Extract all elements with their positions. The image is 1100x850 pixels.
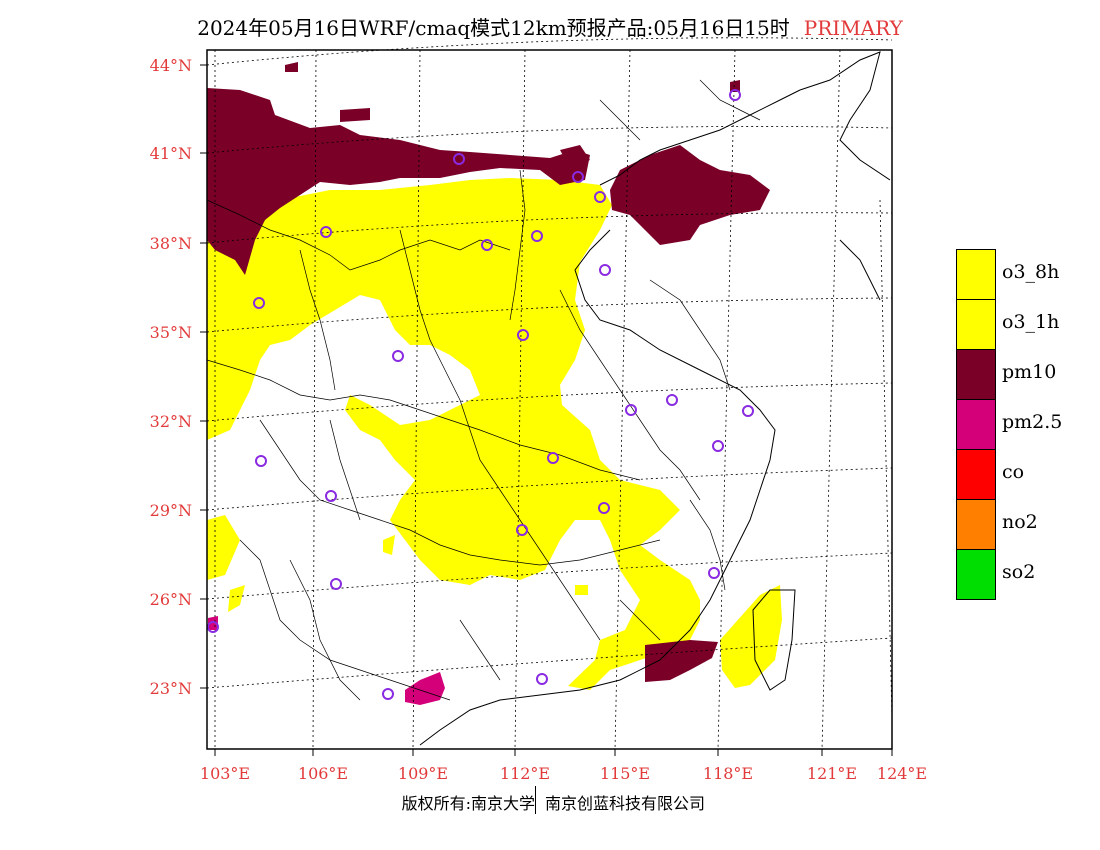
- station-marker: [708, 567, 720, 579]
- station-marker: [599, 264, 611, 276]
- station-marker: [712, 440, 724, 452]
- lon-label: 106°E: [297, 764, 349, 783]
- lat-label: 26°N: [149, 590, 192, 609]
- legend-swatch: [956, 349, 996, 400]
- station-marker: [516, 524, 528, 536]
- lon-label: 118°E: [702, 764, 754, 783]
- legend-label: pm10: [1002, 361, 1057, 383]
- ozone-field: [207, 178, 782, 690]
- legend-swatch: [956, 399, 996, 450]
- lon-label: 109°E: [397, 764, 449, 783]
- pm25-field: [208, 616, 445, 705]
- lon-label: 124°E: [876, 764, 928, 783]
- lon-label: 103°E: [199, 764, 251, 783]
- station-marker: [742, 405, 754, 417]
- copyright-left: 版权所有:南京大学: [401, 794, 535, 813]
- station-marker: [325, 490, 337, 502]
- lat-label: 41°N: [149, 144, 192, 163]
- station-marker: [207, 621, 219, 633]
- lon-label: 121°E: [806, 764, 858, 783]
- lon-label: 115°E: [599, 764, 651, 783]
- legend-swatch: [956, 549, 996, 600]
- station-marker: [253, 297, 265, 309]
- station-marker: [729, 89, 741, 101]
- copyright-right: 南京创蓝科技有限公司: [545, 794, 706, 813]
- legend-label: co: [1002, 461, 1025, 483]
- lat-label: 35°N: [149, 323, 192, 342]
- lat-label: 32°N: [149, 412, 192, 431]
- legend-label: no2: [1002, 511, 1038, 533]
- lat-label: 44°N: [149, 56, 192, 75]
- lat-label: 38°N: [149, 234, 192, 253]
- station-marker: [330, 578, 342, 590]
- legend-swatch: [956, 299, 996, 350]
- station-marker: [598, 502, 610, 514]
- primary-label: PRIMARY: [803, 16, 903, 40]
- station-marker: [536, 673, 548, 685]
- station-marker: [255, 455, 267, 467]
- station-marker: [666, 394, 678, 406]
- legend-swatch: [956, 449, 996, 500]
- station-marker: [481, 239, 493, 251]
- lat-label: 29°N: [149, 501, 192, 520]
- graticule: [206, 37, 893, 751]
- legend-label: pm2.5: [1002, 411, 1063, 433]
- station-marker: [572, 171, 584, 183]
- legend-label: so2: [1002, 561, 1036, 583]
- station-marker: [392, 350, 404, 362]
- footer-divider: [535, 786, 536, 814]
- legend-swatch: [956, 249, 996, 300]
- map-title: 2024年05月16日WRF/cmaq模式12km预报产品:05月16日15时 P…: [0, 12, 1100, 41]
- station-marker: [625, 404, 637, 416]
- station-marker: [382, 688, 394, 700]
- station-marker: [531, 230, 543, 242]
- station-marker: [594, 191, 606, 203]
- pm10-field: [207, 62, 770, 682]
- lat-label: 23°N: [149, 679, 192, 698]
- map-frame: [206, 49, 893, 750]
- station-marker: [547, 452, 559, 464]
- station-marker: [320, 226, 332, 238]
- station-marker: [453, 153, 465, 165]
- station-markers: [207, 89, 754, 700]
- legend-label: o3_8h: [1002, 261, 1060, 283]
- legend-label: o3_1h: [1002, 311, 1060, 333]
- coastline: [419, 51, 891, 746]
- legend-swatch: [956, 499, 996, 550]
- station-marker: [517, 329, 529, 341]
- axis-ticks: [200, 64, 893, 756]
- title-text: 2024年05月16日WRF/cmaq模式12km预报产品:05月16日15时: [197, 16, 790, 40]
- lon-label: 112°E: [499, 764, 551, 783]
